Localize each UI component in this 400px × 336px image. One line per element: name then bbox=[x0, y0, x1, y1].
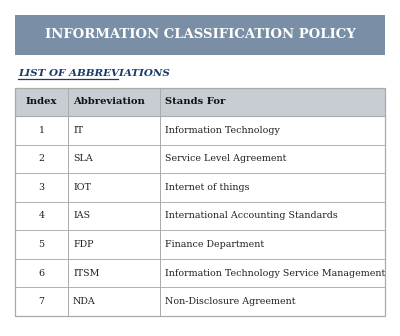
Text: IAS: IAS bbox=[73, 211, 90, 220]
Text: Information Technology: Information Technology bbox=[165, 126, 280, 135]
Text: Abbreviation: Abbreviation bbox=[73, 97, 145, 107]
Text: INFORMATION CLASSIFICATION POLICY: INFORMATION CLASSIFICATION POLICY bbox=[44, 29, 356, 42]
Text: Finance Department: Finance Department bbox=[165, 240, 264, 249]
Text: IOT: IOT bbox=[73, 183, 91, 192]
Text: FDP: FDP bbox=[73, 240, 94, 249]
Text: 1: 1 bbox=[38, 126, 44, 135]
Text: 3: 3 bbox=[38, 183, 44, 192]
Text: 5: 5 bbox=[38, 240, 44, 249]
Text: Internet of things: Internet of things bbox=[165, 183, 250, 192]
FancyBboxPatch shape bbox=[15, 116, 385, 144]
FancyBboxPatch shape bbox=[15, 287, 385, 316]
FancyBboxPatch shape bbox=[15, 15, 385, 55]
Text: Information Technology Service Management: Information Technology Service Managemen… bbox=[165, 269, 385, 278]
Text: 2: 2 bbox=[38, 154, 44, 163]
Text: Index: Index bbox=[26, 97, 57, 107]
Text: Service Level Agreement: Service Level Agreement bbox=[165, 154, 286, 163]
Text: 7: 7 bbox=[38, 297, 44, 306]
Text: Non-Disclosure Agreement: Non-Disclosure Agreement bbox=[165, 297, 296, 306]
FancyBboxPatch shape bbox=[15, 144, 385, 173]
Text: 6: 6 bbox=[38, 269, 44, 278]
Text: Stands For: Stands For bbox=[165, 97, 225, 107]
Text: NDA: NDA bbox=[73, 297, 96, 306]
FancyBboxPatch shape bbox=[15, 259, 385, 287]
FancyBboxPatch shape bbox=[15, 88, 385, 116]
Text: ITSM: ITSM bbox=[73, 269, 99, 278]
FancyBboxPatch shape bbox=[15, 202, 385, 230]
Text: 4: 4 bbox=[38, 211, 44, 220]
Text: International Accounting Standards: International Accounting Standards bbox=[165, 211, 338, 220]
FancyBboxPatch shape bbox=[15, 173, 385, 202]
FancyBboxPatch shape bbox=[15, 230, 385, 259]
Text: LIST OF ABBREVIATIONS: LIST OF ABBREVIATIONS bbox=[18, 70, 170, 79]
Text: IT: IT bbox=[73, 126, 83, 135]
Text: SLA: SLA bbox=[73, 154, 93, 163]
